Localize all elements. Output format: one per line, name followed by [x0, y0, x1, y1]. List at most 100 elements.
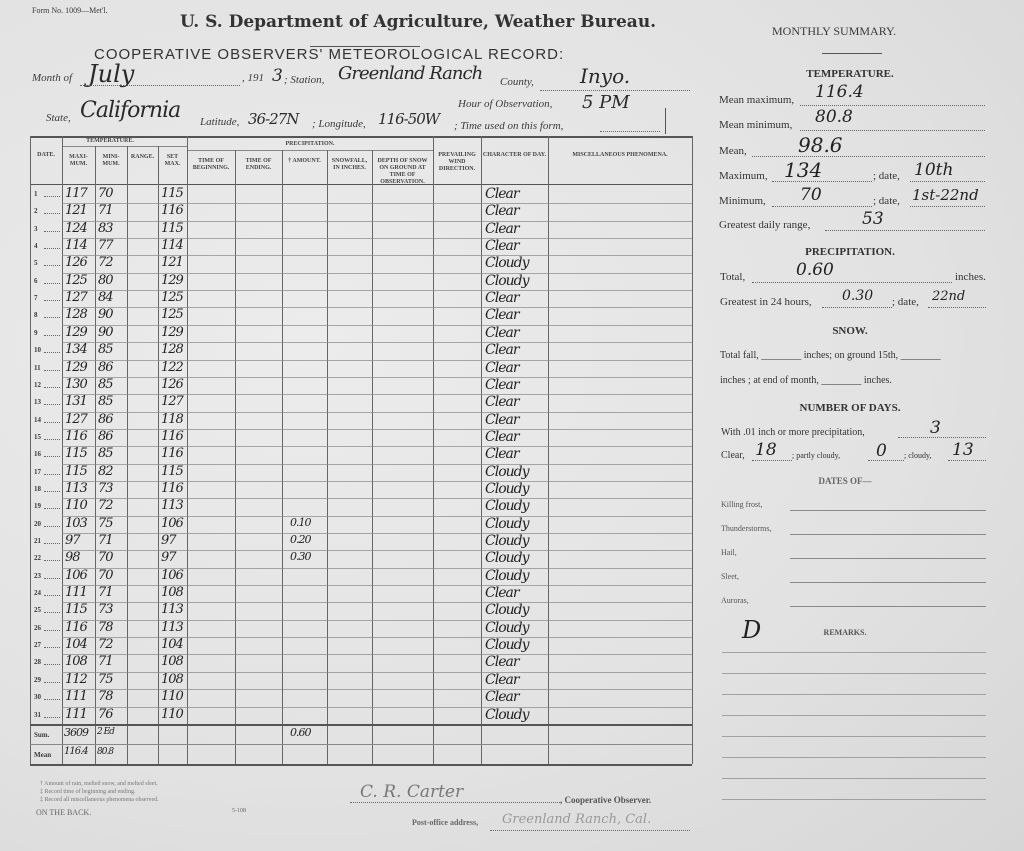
- set-max-temperature: 116: [161, 480, 184, 496]
- cloudy-days-value: 13: [952, 440, 974, 460]
- max-temperature: 108: [65, 654, 88, 670]
- title-rule: [310, 46, 420, 47]
- max-temperature: 129: [65, 324, 88, 340]
- max-temperature: 113: [65, 480, 88, 496]
- set-max-temperature: 108: [161, 671, 184, 687]
- precip-amount: 0.30: [290, 550, 311, 564]
- character-of-day: Clear: [485, 186, 520, 202]
- column-divider: [95, 146, 96, 764]
- date-leader: [44, 681, 60, 683]
- remarks-line: [722, 736, 986, 737]
- date-leader: [44, 716, 60, 718]
- character-of-day: Clear: [485, 689, 520, 706]
- row-date: 16: [34, 450, 41, 459]
- row-divider: [62, 394, 692, 396]
- set-max-temperature: 115: [161, 220, 184, 236]
- latitude-label: Latitude,: [200, 116, 240, 128]
- observer-label: , Cooperative Observer.: [560, 795, 652, 805]
- max-temperature: 126: [65, 255, 88, 271]
- row-date: 30: [34, 693, 41, 702]
- row-date: 29: [34, 675, 41, 684]
- set-max-temperature: 110: [161, 706, 184, 722]
- set-max-temperature: 97: [161, 533, 177, 548]
- date-leader: [44, 525, 60, 527]
- maximum-date-line: [910, 181, 985, 182]
- date-of-line: [790, 582, 986, 583]
- remarks-line: [722, 652, 986, 653]
- remarks-line: [722, 694, 986, 695]
- column-divider: [235, 150, 236, 764]
- date-of-line: [790, 606, 986, 607]
- max-temperature: 129: [65, 359, 88, 375]
- header-bracket: [665, 108, 666, 134]
- row-date: 3: [34, 224, 38, 233]
- sum-min: 2 Ed: [97, 726, 115, 737]
- max-temperature: 121: [65, 203, 88, 219]
- row-divider: [62, 498, 692, 500]
- row-divider: [62, 203, 692, 205]
- minimum-date-value: 1st-22nd: [912, 186, 979, 204]
- mean-max-label: Mean maximum,: [719, 94, 795, 106]
- character-of-day: Cloudy: [485, 480, 530, 497]
- maximum-date-value: 10th: [914, 160, 954, 180]
- column-header: TIME OF ENDING.: [245, 158, 272, 171]
- max-temperature: 128: [65, 307, 88, 323]
- character-of-day: Clear: [485, 411, 520, 428]
- date-of-line: [790, 534, 986, 535]
- footnote: † Amount of rain, melted snow, and melte…: [40, 781, 158, 787]
- date-leader: [44, 352, 60, 354]
- min-temperature: 71: [98, 585, 114, 601]
- precip-amount: 0.10: [290, 515, 311, 529]
- partly-cloudy-value: 0: [876, 441, 887, 461]
- column-divider: [62, 136, 63, 764]
- character-of-day: Clear: [485, 585, 520, 602]
- date-leader: [44, 317, 60, 319]
- longitude-label: ; Longitude,: [312, 118, 366, 130]
- set-max-temperature: 113: [161, 498, 184, 514]
- mean-value: 98.6: [798, 133, 843, 157]
- row-divider: [62, 637, 692, 639]
- row-divider: [62, 411, 692, 413]
- row-date: 6: [34, 276, 38, 285]
- table-bottom-border: [30, 763, 692, 766]
- date-leader: [44, 647, 60, 649]
- row-divider: [62, 307, 692, 309]
- row-divider: [62, 654, 692, 656]
- row-date: 22: [34, 554, 41, 563]
- greatest-value: 0.30: [842, 288, 874, 304]
- precip-days-line: [898, 437, 986, 438]
- max-temperature: 112: [65, 671, 88, 687]
- precip-amount: 0.20: [290, 533, 311, 546]
- remarks-line: [722, 757, 986, 758]
- min-temperature: 78: [98, 619, 114, 635]
- row-divider: [62, 446, 692, 448]
- greatest-date-label: ; date,: [892, 296, 919, 308]
- row-date: 10: [34, 346, 41, 355]
- date-leader: [44, 612, 60, 614]
- min-temperature: 71: [98, 203, 114, 219]
- clear-days-value: 18: [755, 440, 777, 460]
- month-line: [80, 85, 240, 86]
- sum-label: Sum.: [34, 730, 50, 739]
- min-temperature: 71: [98, 533, 114, 548]
- row-divider: [62, 272, 692, 274]
- set-max-temperature: 129: [161, 272, 184, 288]
- remarks-heading: REMARKS.: [823, 628, 867, 637]
- row-divider: [62, 220, 692, 222]
- row-divider: [62, 602, 692, 604]
- date-leader: [44, 595, 60, 597]
- cloudy-line: [948, 460, 986, 461]
- character-of-day: Cloudy: [485, 619, 530, 636]
- row-divider: [62, 238, 692, 240]
- date-leader: [44, 456, 60, 458]
- character-of-day: Clear: [485, 654, 520, 671]
- date-leader: [44, 560, 60, 562]
- set-max-temperature: 108: [161, 585, 184, 601]
- character-of-day: Cloudy: [485, 602, 530, 619]
- county-line: [540, 90, 690, 91]
- date-leader: [44, 577, 60, 579]
- temperature-heading: TEMPERATURE.: [806, 68, 894, 80]
- county-label: County,: [500, 76, 534, 88]
- min-temperature: 83: [98, 220, 114, 236]
- set-max-temperature: 116: [161, 203, 184, 219]
